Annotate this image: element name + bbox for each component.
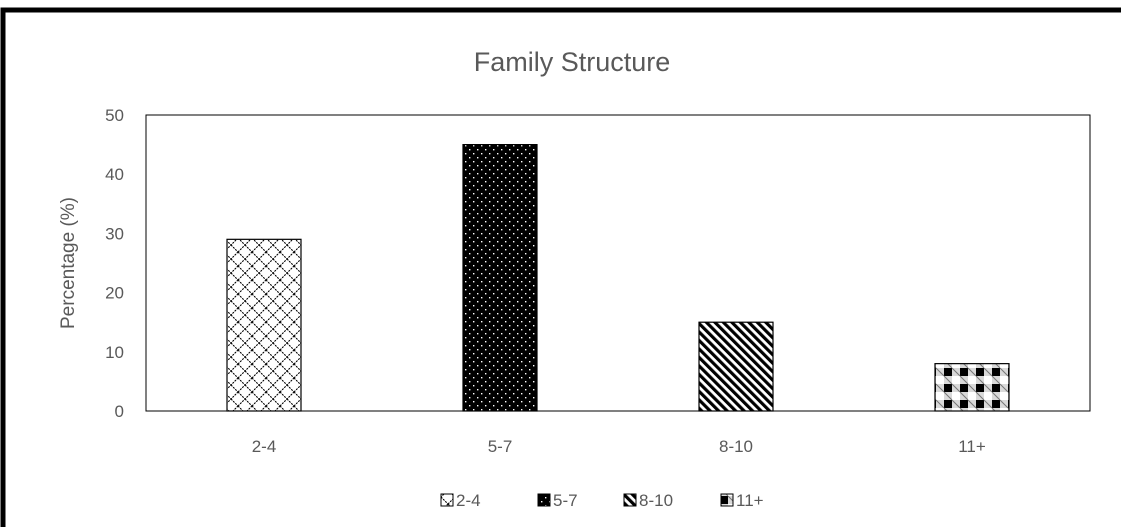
y-axis-ticks: 0 10 20 30 40 50 — [105, 106, 124, 421]
x-axis-ticks: 2-4 5-7 8-10 11+ — [252, 437, 986, 456]
plot-area — [145, 114, 1091, 412]
bar-2-4 — [226, 238, 302, 412]
bar-8-10 — [698, 321, 774, 412]
x-tick-label: 11+ — [958, 437, 986, 456]
y-tick-label: 40 — [105, 165, 124, 184]
y-tick-label: 0 — [115, 402, 124, 421]
x-tick-label: 2-4 — [252, 437, 277, 456]
x-tick-label: 5-7 — [488, 437, 513, 456]
chart-title: Family Structure — [474, 47, 671, 77]
legend-label: 5-7 — [553, 491, 578, 510]
x-tick-label: 8-10 — [719, 437, 753, 456]
bar-11+ — [934, 363, 1010, 412]
legend-label: 2-4 — [456, 491, 481, 510]
legend-swatch-8-10 — [623, 493, 637, 507]
legend-swatch-5-7 — [537, 493, 551, 507]
legend-label: 11+ — [736, 491, 764, 510]
y-tick-label: 20 — [105, 284, 124, 303]
legend-label: 8-10 — [639, 491, 673, 510]
y-tick-label: 30 — [105, 224, 124, 243]
legend: 2-4 5-7 8-10 11+ — [440, 491, 764, 510]
bar-5-7 — [462, 144, 538, 412]
y-tick-label: 10 — [105, 343, 124, 362]
y-tick-label: 50 — [105, 106, 124, 125]
legend-swatch-11+ — [720, 493, 734, 507]
legend-swatch-2-4 — [440, 493, 454, 507]
y-axis-label: Percentage (%) — [58, 197, 79, 329]
bars — [226, 144, 1010, 412]
